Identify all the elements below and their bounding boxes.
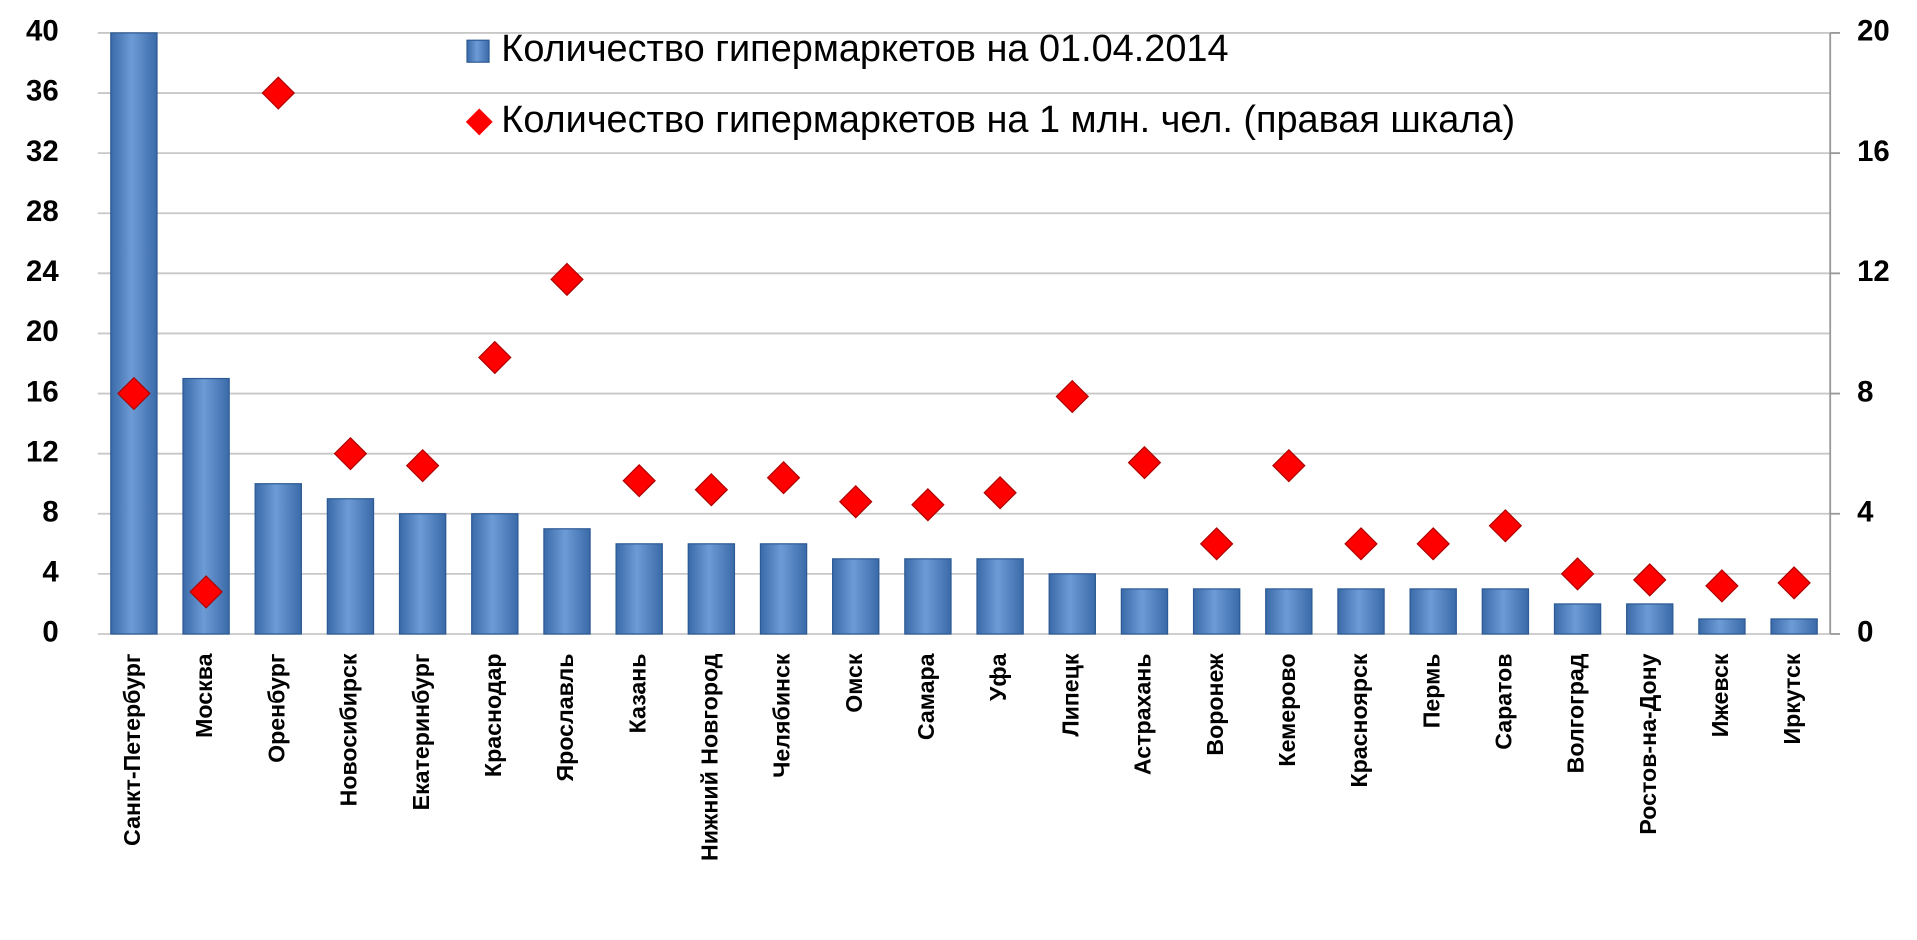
diamond-marker <box>911 488 945 522</box>
legend-swatch <box>465 108 493 136</box>
diamond-marker <box>838 485 873 519</box>
legend-label: Количество гипермаркетов на 1 млн. чел. … <box>501 99 1515 141</box>
y2-tick-label: 12 <box>1857 255 1890 288</box>
x-tick-label: Ростов-на-Дону <box>1635 653 1661 834</box>
x-tick-label: Омск <box>841 653 867 713</box>
bar <box>110 32 158 635</box>
bar <box>1265 588 1313 635</box>
x-tick-label: Воронеж <box>1202 653 1228 756</box>
bar <box>1553 603 1602 635</box>
bar <box>398 513 447 635</box>
bar <box>687 543 736 635</box>
x-tick-label: Кемерово <box>1274 653 1300 766</box>
x-tick-label: Саратов <box>1490 653 1516 749</box>
diamond-marker <box>333 436 368 471</box>
y2-tick-label: 20 <box>1857 15 1890 48</box>
x-tick-label: Липецк <box>1057 653 1083 737</box>
x-tick-label: Иркутск <box>1779 653 1805 744</box>
y-tick-label: 20 <box>26 315 59 348</box>
diamond-marker <box>1488 509 1523 543</box>
legend-label: Количество гипермаркетов на 01.04.2014 <box>501 28 1228 70</box>
diamond-marker <box>1344 527 1378 561</box>
bar <box>904 558 952 635</box>
x-tick-label: Санкт-Петербург <box>119 653 145 846</box>
x-tick-label: Астрахань <box>1130 653 1156 775</box>
diamond-marker <box>766 460 801 495</box>
diamond-marker <box>1777 566 1811 600</box>
diamond-marker <box>1632 563 1667 597</box>
diamond-marker <box>983 476 1017 510</box>
bar <box>976 558 1024 635</box>
y2-tick-label: 8 <box>1857 375 1873 408</box>
y-tick-label: 4 <box>42 556 59 589</box>
bar <box>832 558 880 635</box>
y-tick-label: 0 <box>42 616 58 649</box>
x-tick-label: Нижний Новгород <box>696 653 722 861</box>
x-tick-label: Волгоград <box>1563 653 1589 773</box>
diamond-marker <box>189 575 223 609</box>
bar <box>326 498 375 635</box>
diamond-marker <box>1199 527 1234 561</box>
bar <box>543 528 591 635</box>
x-tick-label: Оренбург <box>263 653 289 763</box>
diamond-marker <box>1416 527 1450 561</box>
diamond-marker <box>405 448 440 483</box>
bar <box>1192 588 1241 635</box>
x-tick-label: Новосибирск <box>336 653 362 806</box>
x-tick-label: Красноярск <box>1346 653 1372 787</box>
bar <box>1481 588 1530 635</box>
bar <box>471 513 519 635</box>
bar <box>1048 573 1096 635</box>
y-tick-label: 8 <box>42 496 58 529</box>
x-tick-label: Екатеринбург <box>408 653 434 810</box>
diamond-marker <box>1272 448 1306 483</box>
bar <box>1120 588 1169 635</box>
bar <box>1698 618 1746 635</box>
diamond-marker <box>478 340 512 375</box>
diamond-marker <box>622 463 656 498</box>
diamond-marker <box>1055 379 1090 414</box>
bar <box>1770 618 1818 635</box>
y-tick-label: 28 <box>26 195 59 228</box>
x-tick-label: Уфа <box>985 652 1011 701</box>
x-tick-label: Челябинск <box>769 653 795 778</box>
x-tick-label: Москва <box>191 652 217 738</box>
diamond-marker <box>1705 569 1739 603</box>
x-tick-label: Пермь <box>1418 653 1444 728</box>
diamond-marker <box>1560 557 1595 591</box>
y2-tick-label: 0 <box>1857 616 1873 649</box>
bar <box>254 483 302 635</box>
y-tick-label: 24 <box>26 255 59 288</box>
bar <box>1626 603 1674 635</box>
x-tick-label: Ижевск <box>1707 653 1733 737</box>
y-tick-label: 36 <box>26 75 59 108</box>
y2-tick-label: 16 <box>1857 135 1890 168</box>
bar <box>615 543 663 635</box>
diamond-marker <box>117 376 151 411</box>
bar <box>759 543 808 635</box>
x-tick-label: Краснодар <box>480 653 506 777</box>
y-tick-label: 12 <box>26 435 59 468</box>
diamond-marker <box>261 76 296 110</box>
legend-swatch <box>466 39 490 63</box>
diamond-marker <box>694 473 729 507</box>
y-tick-label: 16 <box>26 375 59 408</box>
bar <box>1409 588 1457 635</box>
bar <box>1337 588 1385 635</box>
y-tick-label: 40 <box>26 15 59 48</box>
y2-tick-label: 4 <box>1857 496 1874 529</box>
y-tick-label: 32 <box>26 135 59 168</box>
diamond-marker <box>550 262 584 297</box>
diamond-marker <box>1127 445 1162 480</box>
x-tick-label: Ярославль <box>552 653 578 781</box>
x-tick-label: Казань <box>624 653 650 733</box>
x-tick-label: Самара <box>913 652 939 740</box>
